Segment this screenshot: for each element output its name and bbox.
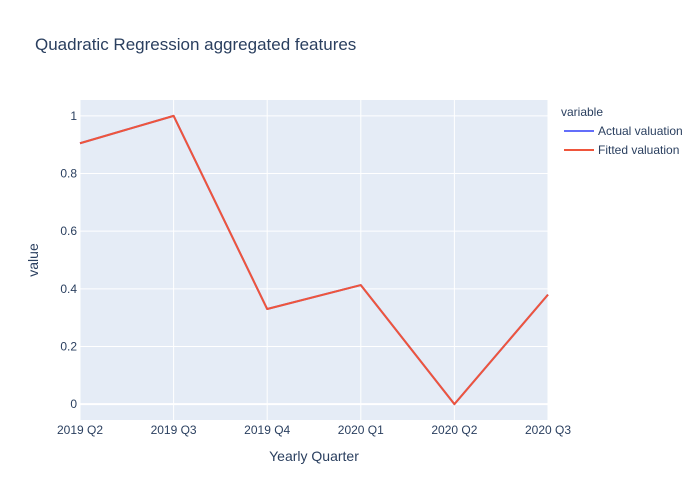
y-tick-label: 0.6 — [60, 224, 77, 238]
y-tick-label: 1 — [70, 109, 77, 123]
x-tick-label: 2019 Q2 — [57, 423, 103, 437]
legend: variable Actual valuation Fitted valuatio… — [561, 105, 683, 157]
plot-area — [80, 100, 548, 420]
x-axis-title: Yearly Quarter — [269, 448, 359, 464]
series-line-fitted-valuation — [79, 114, 549, 406]
x-tick-label: 2020 Q1 — [338, 423, 384, 437]
x-tick-label: 2020 Q2 — [431, 423, 477, 437]
y-axis-ticks: 0 0.2 0.4 0.6 0.8 1 — [60, 109, 77, 411]
grid-lines — [79, 100, 549, 420]
x-tick-label: 2019 Q4 — [244, 423, 290, 437]
y-tick-label: 0.8 — [60, 167, 77, 181]
y-axis-title: value — [25, 243, 41, 277]
series-layer — [79, 114, 549, 406]
legend-title: variable — [561, 105, 603, 119]
x-tick-label: 2020 Q3 — [525, 423, 571, 437]
x-tick-label: 2019 Q3 — [151, 423, 197, 437]
y-tick-label: 0.4 — [60, 282, 77, 296]
legend-label: Fitted valuation — [598, 143, 679, 157]
legend-label: Actual valuation — [598, 124, 683, 138]
y-tick-label: 0.2 — [60, 339, 77, 353]
x-axis-ticks: 2019 Q2 2019 Q3 2019 Q4 2020 Q1 2020 Q2 2020 … — [57, 423, 571, 437]
chart-title: Quadratic Regression aggregated features — [35, 35, 356, 54]
legend-items: Actual valuation Fitted valuation — [564, 124, 683, 157]
y-tick-label: 0 — [70, 397, 77, 411]
